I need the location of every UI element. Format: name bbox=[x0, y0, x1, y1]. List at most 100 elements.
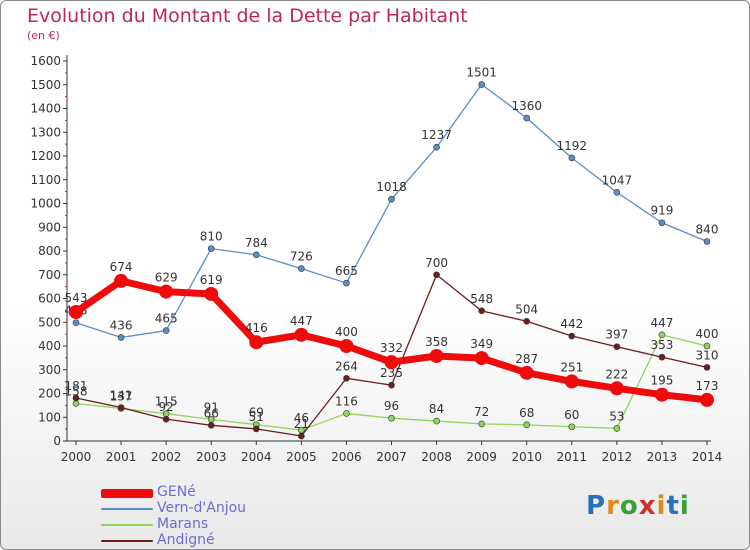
series-line-vern-d-anjou bbox=[75, 83, 708, 339]
data-label-gene: 447 bbox=[290, 314, 313, 328]
data-point-andigne bbox=[72, 394, 80, 402]
data-point-andigne bbox=[252, 425, 260, 433]
data-label-marans: 53 bbox=[609, 409, 624, 423]
y-tick-label: 1200 bbox=[30, 149, 61, 163]
legend-label: GENé bbox=[157, 484, 196, 500]
data-label-andigne: 700 bbox=[425, 256, 448, 270]
y-tick-label: 1100 bbox=[30, 173, 61, 187]
x-tick-label: 2007 bbox=[376, 450, 407, 464]
data-point-gene bbox=[384, 355, 399, 370]
x-tick-label: 2005 bbox=[286, 450, 317, 464]
data-label-gene: 287 bbox=[515, 352, 538, 366]
x-tick-label: 2004 bbox=[241, 450, 272, 464]
x-tick-label: 2011 bbox=[557, 450, 588, 464]
y-tick-label: 0 bbox=[53, 434, 61, 448]
x-tick-label: 2009 bbox=[466, 450, 497, 464]
y-tick-label: 800 bbox=[38, 244, 61, 258]
legend-label: Andigné bbox=[157, 532, 215, 548]
legend-label: Marans bbox=[157, 516, 209, 532]
data-point-gene bbox=[159, 284, 174, 299]
data-label-andigne: 141 bbox=[110, 389, 133, 403]
data-point-andigne bbox=[478, 307, 485, 315]
data-label-andigne: 504 bbox=[515, 302, 538, 316]
data-point-vern-d-anjou bbox=[613, 189, 621, 196]
x-tick-label: 2013 bbox=[647, 450, 678, 464]
data-point-marans bbox=[343, 410, 350, 417]
data-point-vern-d-anjou bbox=[433, 143, 440, 151]
legend-swatch bbox=[101, 524, 153, 526]
data-label-marans: 84 bbox=[429, 402, 444, 416]
data-label-andigne: 442 bbox=[560, 317, 583, 331]
x-tick-label: 2010 bbox=[511, 450, 542, 464]
x-tick-label: 2003 bbox=[196, 450, 227, 464]
x-tick-label: 2008 bbox=[421, 450, 452, 464]
data-label-gene: 619 bbox=[200, 273, 223, 287]
data-label-vern-d-anjou: 436 bbox=[110, 318, 133, 332]
y-tick-label: 1400 bbox=[30, 102, 61, 116]
data-point-marans bbox=[388, 414, 395, 422]
data-label-vern-d-anjou: 840 bbox=[696, 223, 719, 237]
data-label-marans: 115 bbox=[155, 395, 178, 409]
y-tick-label: 100 bbox=[38, 410, 61, 424]
data-point-vern-d-anjou bbox=[117, 334, 125, 341]
chart-title: Evolution du Montant de la Dette par Hab… bbox=[27, 5, 468, 27]
y-tick-label: 1000 bbox=[30, 197, 61, 211]
data-label-gene: 629 bbox=[155, 271, 178, 285]
x-tick-label: 2014 bbox=[692, 450, 723, 464]
data-point-andigne bbox=[162, 415, 170, 423]
legend-swatch bbox=[101, 508, 153, 510]
x-tick-label: 2002 bbox=[151, 450, 182, 464]
data-point-vern-d-anjou bbox=[478, 81, 485, 88]
data-label-marans: 400 bbox=[696, 327, 719, 341]
data-point-gene bbox=[519, 365, 534, 380]
data-label-marans: 69 bbox=[249, 406, 264, 420]
data-point-marans bbox=[658, 331, 666, 339]
data-label-gene: 349 bbox=[470, 337, 493, 351]
data-label-gene: 251 bbox=[560, 360, 583, 374]
data-label-gene: 674 bbox=[110, 260, 133, 274]
data-label-marans: 60 bbox=[564, 408, 579, 422]
data-point-gene bbox=[609, 381, 624, 396]
data-point-marans bbox=[703, 342, 711, 350]
legend-swatch bbox=[101, 488, 153, 498]
data-point-andigne bbox=[703, 364, 711, 371]
data-label-andigne: 235 bbox=[380, 366, 403, 380]
data-label-vern-d-anjou: 1047 bbox=[602, 173, 633, 187]
data-label-marans: 116 bbox=[335, 394, 358, 408]
data-label-vern-d-anjou: 465 bbox=[155, 312, 178, 326]
legend-swatch bbox=[101, 540, 153, 542]
y-tick-label: 500 bbox=[38, 315, 61, 329]
data-point-andigne bbox=[658, 353, 666, 361]
data-point-marans bbox=[568, 423, 576, 431]
data-point-gene bbox=[204, 286, 219, 301]
y-tick-label: 1500 bbox=[30, 78, 61, 92]
data-label-gene: 416 bbox=[245, 321, 268, 335]
data-label-andigne: 66 bbox=[204, 406, 219, 420]
data-point-vern-d-anjou bbox=[252, 251, 260, 259]
data-point-vern-d-anjou bbox=[162, 327, 170, 334]
data-label-andigne: 397 bbox=[605, 328, 628, 342]
data-point-andigne bbox=[343, 374, 350, 382]
legend-label: Vern-d'Anjou bbox=[157, 500, 247, 516]
y-tick-label: 600 bbox=[38, 292, 61, 306]
data-point-vern-d-anjou bbox=[523, 114, 531, 122]
data-point-andigne bbox=[117, 404, 125, 411]
x-tick-label: 2001 bbox=[106, 450, 137, 464]
data-point-andigne bbox=[568, 332, 576, 340]
data-point-marans bbox=[433, 417, 440, 425]
data-point-vern-d-anjou bbox=[298, 265, 305, 272]
data-point-vern-d-anjou bbox=[568, 154, 576, 162]
data-label-gene: 173 bbox=[696, 379, 719, 393]
data-point-marans bbox=[613, 425, 621, 432]
data-point-marans bbox=[523, 421, 531, 429]
data-point-vern-d-anjou bbox=[703, 238, 711, 245]
data-label-andigne: 264 bbox=[335, 359, 358, 373]
data-label-vern-d-anjou: 784 bbox=[245, 236, 268, 250]
data-point-andigne bbox=[207, 422, 215, 429]
data-point-vern-d-anjou bbox=[658, 219, 666, 227]
data-label-vern-d-anjou: 1501 bbox=[466, 66, 497, 80]
data-point-gene bbox=[339, 339, 354, 353]
y-tick-label: 300 bbox=[38, 363, 61, 377]
